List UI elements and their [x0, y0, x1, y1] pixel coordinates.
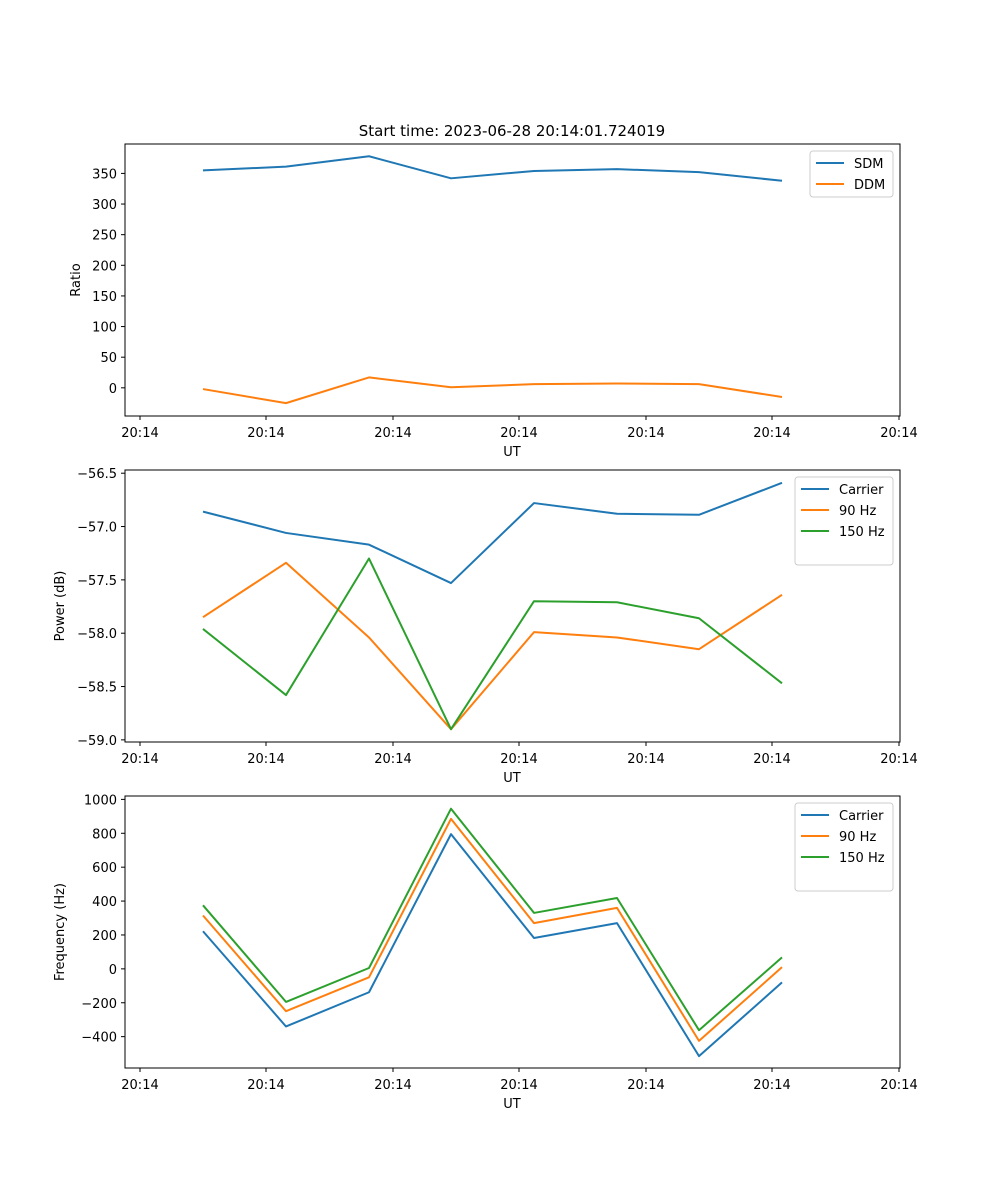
y-tick-label: 250 — [92, 229, 117, 244]
legend-label: 90 Hz — [839, 830, 876, 845]
y-tick-label: −58.0 — [77, 627, 117, 642]
series-line-sdm — [202, 155, 783, 182]
y-tick-label: −59.0 — [77, 734, 117, 749]
y-tick-label: 600 — [92, 861, 117, 876]
y-tick-label: −400 — [81, 1031, 117, 1046]
x-tick-label: 20:14 — [247, 1078, 284, 1093]
y-tick-label: −58.5 — [77, 681, 117, 696]
y-tick-label: 800 — [92, 827, 117, 842]
chart-panel-1: 0 50 100 150 200 250 300 350 20:14 20:14 20:14 20:1… — [69, 143, 918, 460]
series-line-carrier — [202, 833, 783, 1058]
legend: Carrier 90 Hz 150 Hz — [794, 476, 894, 566]
series-line-150-hz — [202, 557, 783, 731]
legend-label: SDM — [854, 157, 883, 172]
x-tick-label: 20:14 — [374, 1078, 411, 1093]
y-tick-label: 100 — [92, 321, 117, 336]
x-tick-label: 20:14 — [627, 752, 664, 767]
plots-container: 0 50 100 150 200 250 300 350 20:14 20:14 20:14 20:1… — [53, 143, 918, 1112]
x-tick-label: 20:14 — [247, 426, 284, 441]
y-tick-label: −56.5 — [77, 467, 117, 482]
series-line-90-hz — [202, 817, 783, 1042]
y-tick-label: 150 — [92, 290, 117, 305]
legend: SDM DDM — [809, 150, 894, 198]
legend-label: 90 Hz — [839, 504, 876, 519]
x-tick-label: 20:14 — [627, 426, 664, 441]
y-axis-label: Frequency (Hz) — [53, 883, 68, 981]
axes-frame — [124, 795, 901, 1069]
x-tick-label: 20:14 — [121, 1078, 158, 1093]
x-tick-label: 20:14 — [880, 1078, 917, 1093]
axes-frame — [124, 143, 901, 417]
y-axis-label: Power (dB) — [53, 571, 68, 642]
x-axis-label: UT — [503, 445, 521, 460]
x-tick-label: 20:14 — [374, 426, 411, 441]
x-tick-label: 20:14 — [753, 1078, 790, 1093]
x-tick-label: 20:14 — [753, 426, 790, 441]
y-tick-label: 400 — [92, 895, 117, 910]
x-tick-label: 20:14 — [753, 752, 790, 767]
series-line-150-hz — [202, 807, 783, 1032]
x-tick-label: 20:14 — [374, 752, 411, 767]
y-tick-label: 300 — [92, 198, 117, 213]
y-tick-label: 50 — [100, 351, 117, 366]
y-tick-label: 1000 — [84, 793, 117, 808]
x-tick-label: 20:14 — [121, 426, 158, 441]
x-tick-label: 20:14 — [500, 752, 537, 767]
y-tick-label: −57.5 — [77, 574, 117, 589]
y-tick-label: −57.0 — [77, 521, 117, 536]
x-tick-label: 20:14 — [500, 1078, 537, 1093]
x-tick-label: 20:14 — [121, 752, 158, 767]
legend-box — [794, 476, 894, 566]
x-tick-label: 20:14 — [880, 426, 917, 441]
y-tick-label: −200 — [81, 997, 117, 1012]
legend: Carrier 90 Hz 150 Hz — [794, 802, 894, 892]
legend-label: 150 Hz — [839, 525, 885, 540]
legend-box — [794, 802, 894, 892]
x-axis-label: UT — [503, 1097, 521, 1112]
y-tick-label: 0 — [109, 382, 117, 397]
y-tick-label: 200 — [92, 259, 117, 274]
figure-title: Start time: 2023-06-28 20:14:01.724019 — [359, 122, 665, 140]
series-line-90-hz — [202, 561, 783, 731]
x-tick-label: 20:14 — [627, 1078, 664, 1093]
chart-panel-3: −400 −200 0 200 400 600 800 1000 20:14 20:14 20:14… — [53, 793, 918, 1112]
x-tick-label: 20:14 — [880, 752, 917, 767]
series-line-ddm — [202, 376, 783, 405]
legend-label: DDM — [854, 178, 885, 193]
legend-label: Carrier — [839, 809, 884, 824]
legend-label: Carrier — [839, 483, 884, 498]
x-tick-label: 20:14 — [247, 752, 284, 767]
y-axis-label: Ratio — [69, 263, 84, 296]
x-axis-label: UT — [503, 771, 521, 786]
y-tick-label: 350 — [92, 167, 117, 182]
x-tick-label: 20:14 — [500, 426, 537, 441]
axes-frame — [124, 469, 901, 743]
legend-label: 150 Hz — [839, 851, 885, 866]
y-tick-label: 200 — [92, 929, 117, 944]
chart-panel-2: −59.0 −58.5 −58.0 −57.5 −57.0 −56.5 20:14 20:14… — [53, 467, 918, 786]
y-tick-label: 0 — [109, 963, 117, 978]
series-line-carrier — [202, 481, 783, 585]
